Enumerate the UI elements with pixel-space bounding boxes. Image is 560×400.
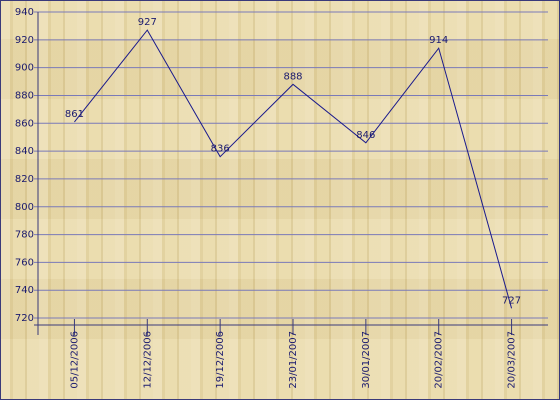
x-tick-label: 20/03/2007 [507,331,518,389]
data-label: 888 [283,71,302,82]
x-tick-label: 23/01/2007 [288,331,299,389]
y-tick-label: 740 [15,285,34,296]
data-label: 927 [138,17,157,28]
x-tick-label: 30/01/2007 [361,331,372,389]
data-label: 836 [211,144,230,155]
data-label: 861 [65,109,84,120]
x-tick-label: 05/12/2006 [69,331,80,389]
y-tick-label: 860 [15,118,34,129]
y-tick-label: 780 [15,230,34,241]
y-tick-label: 880 [15,90,34,101]
y-tick-label: 820 [15,174,34,185]
data-line [74,29,513,309]
y-tick-label: 900 [15,63,34,74]
data-label: 914 [429,35,448,46]
y-tick-label: 800 [15,202,34,213]
y-tick-label: 940 [15,7,34,18]
x-tick-label: 20/02/2007 [434,331,445,389]
y-tick-label: 760 [15,257,34,268]
y-tick-label: 840 [15,146,34,157]
y-tick-label: 720 [15,313,34,324]
x-tick-label: 12/12/2006 [142,331,153,389]
y-tick-label: 920 [15,35,34,46]
data-label: 846 [356,130,375,141]
data-label: 727 [502,295,521,306]
x-tick-label: 19/12/2006 [215,331,226,389]
